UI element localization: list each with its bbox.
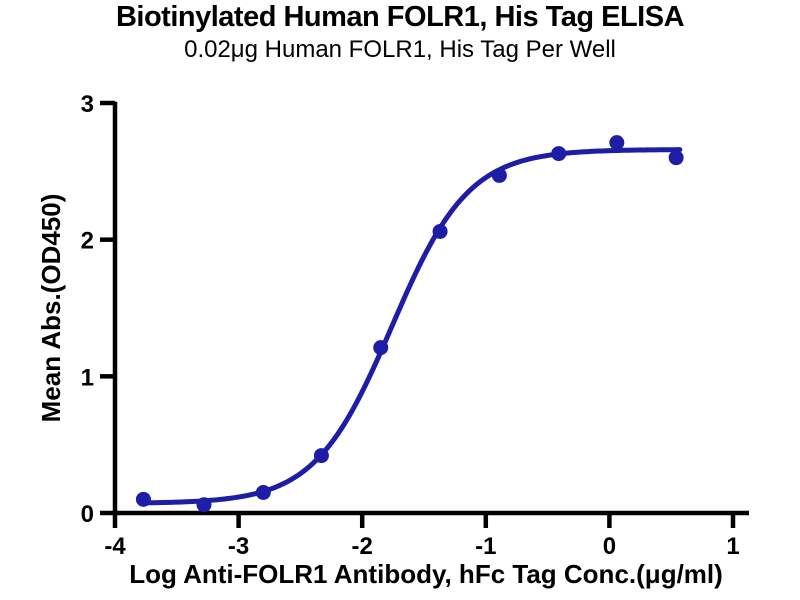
chart-title: Biotinylated Human FOLR1, His Tag ELISA (115, 1, 685, 33)
x-tick-label: -4 (104, 533, 126, 560)
data-point (196, 497, 212, 513)
axes (112, 101, 749, 516)
data-point (551, 146, 567, 162)
y-axis-ticks (100, 100, 115, 516)
data-point (609, 135, 625, 151)
x-tick-label: -3 (228, 533, 249, 560)
data-point (491, 167, 507, 183)
x-axis-label: Log Anti-FOLR1 Antibody, hFc Tag Conc.(μ… (129, 559, 723, 589)
y-axis-label: Mean Abs.(OD450) (36, 194, 66, 423)
y-tick-label: 3 (81, 91, 94, 118)
y-tick-label: 2 (81, 228, 94, 255)
x-tick-label: 0 (603, 533, 616, 560)
data-point (668, 150, 684, 166)
data-point (313, 448, 329, 464)
x-tick-label: 1 (726, 533, 739, 560)
data-point (135, 491, 151, 507)
fit-curve (138, 147, 683, 506)
chart-subtitle: 0.02μg Human FOLR1, His Tag Per Well (184, 36, 616, 63)
x-tick-label: -1 (475, 533, 496, 560)
x-tick-label: -2 (352, 533, 373, 560)
x-axis-ticks (112, 513, 736, 528)
data-point (373, 340, 389, 356)
y-tick-label: 1 (81, 364, 94, 391)
y-tick-label: 0 (81, 501, 94, 528)
data-points (135, 135, 684, 513)
data-point (255, 485, 271, 500)
x-axis-tick-labels: -4 -3 -2 -1 0 1 (104, 533, 739, 560)
y-axis-tick-labels: 0 1 2 3 (81, 91, 94, 528)
data-point (432, 223, 448, 239)
